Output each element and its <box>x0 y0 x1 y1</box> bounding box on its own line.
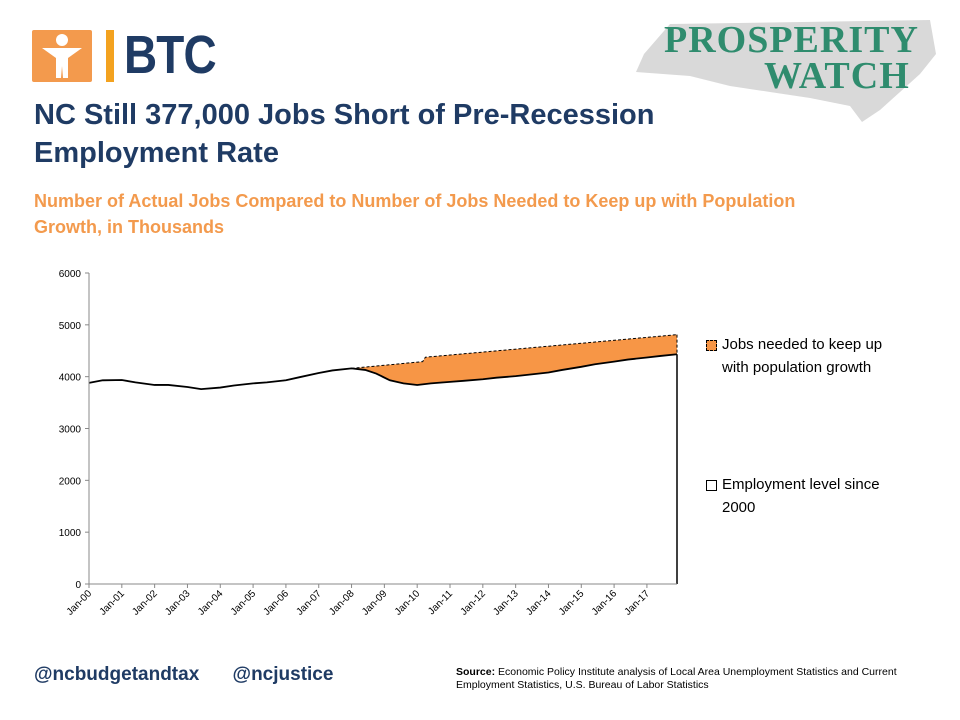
btc-divider <box>106 30 114 82</box>
btc-figure-icon <box>32 30 92 82</box>
handle-ncjustice[interactable]: @ncjustice <box>232 664 334 685</box>
needed-series-line <box>351 334 678 369</box>
btc-logo-text: BTC <box>124 25 217 85</box>
handle-ncbudgetandtax[interactable]: @ncbudgetandtax <box>34 664 200 685</box>
x-tick-label: Jan-00 <box>65 588 95 618</box>
y-tick-label: 5000 <box>59 321 82 332</box>
x-tick-label: Jan-17 <box>623 588 653 618</box>
legend-label-needed: Jobs needed to keep up with population g… <box>722 336 883 376</box>
y-tick-label: 3000 <box>59 425 82 436</box>
x-tick-label: Jan-12 <box>459 588 489 618</box>
employment-series-line <box>88 353 678 391</box>
x-tick-label: Jan-13 <box>491 588 521 618</box>
prosperity-watch-logo: PROSPERITY WATCH <box>630 14 940 126</box>
page-subtitle: Number of Actual Jobs Compared to Number… <box>34 191 796 237</box>
source-label: Source: <box>456 666 496 678</box>
source-text: Economic Policy Institute analysis of Lo… <box>456 666 897 691</box>
x-tick-label: Jan-06 <box>262 588 292 618</box>
x-tick-label: Jan-02 <box>130 588 160 618</box>
legend-swatch-needed <box>706 340 717 351</box>
social-handles: @ncbudgetandtax @ncjustice <box>34 664 361 686</box>
y-tick-label: 1000 <box>59 528 82 539</box>
y-tick-label: 6000 <box>59 269 82 280</box>
x-tick-label: Jan-09 <box>360 588 390 618</box>
legend-label-employment: Employment level since 2000 <box>722 476 880 516</box>
x-tick-label: Jan-03 <box>163 588 193 618</box>
legend-swatch-employment <box>706 480 717 491</box>
x-tick-label: Jan-11 <box>426 588 455 617</box>
watch-text: WATCH <box>764 55 910 97</box>
nc-state-shape-icon <box>636 20 936 122</box>
x-tick-label: Jan-10 <box>393 588 423 618</box>
x-tick-label: Jan-01 <box>98 588 128 618</box>
y-tick-label: 0 <box>75 580 81 591</box>
prosperity-text: PROSPERITY <box>664 19 919 61</box>
x-tick-label: Jan-16 <box>590 588 620 618</box>
x-tick-label: Jan-14 <box>524 588 554 618</box>
page-title: NC Still 377,000 Jobs Short of Pre-Reces… <box>34 99 655 169</box>
source-note: Source: Economic Policy Institute analys… <box>456 666 936 692</box>
x-tick-label: Jan-07 <box>294 588 324 618</box>
btc-logo: BTC <box>32 25 232 86</box>
x-tick-label: Jan-05 <box>229 588 259 618</box>
x-tick-label: Jan-15 <box>557 588 587 618</box>
y-tick-label: 2000 <box>59 476 82 487</box>
x-tick-label: Jan-08 <box>327 588 357 618</box>
y-tick-label: 4000 <box>59 373 82 384</box>
x-tick-label: Jan-04 <box>196 588 226 618</box>
employment-area-fill <box>89 354 677 584</box>
